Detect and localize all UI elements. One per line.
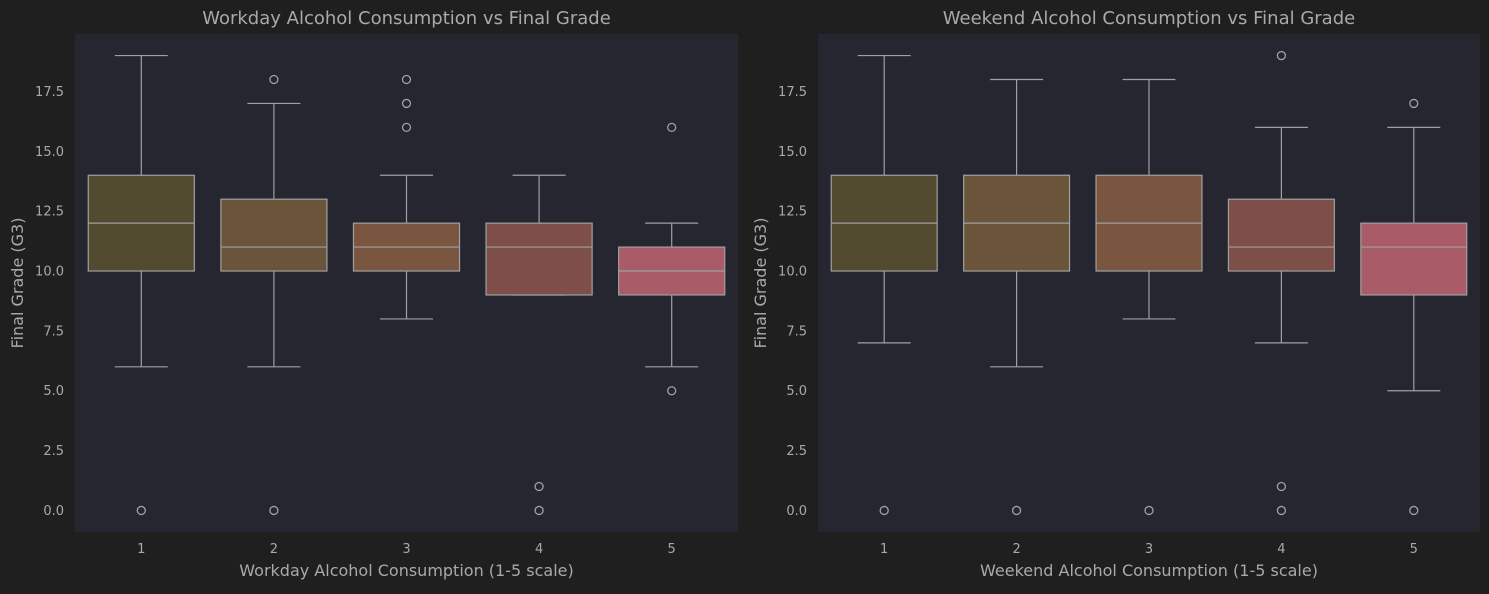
chart-title: Weekend Alcohol Consumption vs Final Gra… xyxy=(943,8,1355,29)
box-1 xyxy=(830,54,938,516)
box-5 xyxy=(618,122,726,396)
chart-panel-1: Workday Alcohol Consumption vs Final Gra… xyxy=(8,8,738,580)
y-tick-label: 10.0 xyxy=(35,265,64,280)
y-tick-label: 5.0 xyxy=(786,384,807,399)
box-4 xyxy=(485,174,593,516)
x-tick-label: 1 xyxy=(880,542,888,557)
x-tick-label: 3 xyxy=(1145,542,1153,557)
y-tick-label: 10.0 xyxy=(778,265,807,280)
x-tick-label: 2 xyxy=(270,542,278,557)
outlier-point xyxy=(1276,505,1287,516)
outlier-point xyxy=(1276,50,1287,61)
y-tick-label: 12.5 xyxy=(778,205,807,220)
box-body xyxy=(485,222,593,296)
y-tick-label: 2.5 xyxy=(786,444,807,459)
y-tick-label: 5.0 xyxy=(43,384,64,399)
x-tick-label: 1 xyxy=(137,542,145,557)
outlier-point xyxy=(1276,481,1287,492)
x-tick-label: 4 xyxy=(1277,542,1285,557)
box-5 xyxy=(1360,98,1468,516)
box-3 xyxy=(352,74,461,320)
box-3 xyxy=(1095,78,1203,516)
x-axis-label: Weekend Alcohol Consumption (1-5 scale) xyxy=(980,561,1318,580)
x-tick-label: 2 xyxy=(1012,542,1020,557)
outlier-point xyxy=(667,386,677,396)
y-axis-label: Final Grade (G3) xyxy=(751,218,770,349)
y-tick-label: 17.5 xyxy=(778,85,807,100)
y-tick-label: 2.5 xyxy=(43,444,64,459)
outlier-point xyxy=(269,74,279,85)
outlier-point xyxy=(534,505,544,516)
y-axis-label: Final Grade (G3) xyxy=(8,218,27,349)
y-tick-label: 7.5 xyxy=(43,324,64,339)
box-body xyxy=(1227,198,1335,272)
outlier-point xyxy=(1011,505,1022,516)
box-4 xyxy=(1227,50,1335,516)
y-tick-label: 7.5 xyxy=(786,324,807,339)
outlier-point xyxy=(879,505,889,516)
x-tick-label: 4 xyxy=(535,542,543,557)
y-tick-label: 12.5 xyxy=(35,205,64,220)
outlier-point xyxy=(667,122,677,133)
box-2 xyxy=(220,74,328,516)
y-tick-label: 0.0 xyxy=(43,504,64,519)
y-tick-label: 15.0 xyxy=(778,145,807,160)
outlier-point xyxy=(269,505,279,516)
outlier-point xyxy=(1409,98,1419,109)
x-tick-label: 5 xyxy=(668,542,676,557)
box-2 xyxy=(963,78,1071,516)
y-tick-label: 15.0 xyxy=(35,145,64,160)
chart-panel-2: Weekend Alcohol Consumption vs Final Gra… xyxy=(751,8,1480,580)
outlier-point xyxy=(1409,505,1419,516)
y-tick-label: 0.0 xyxy=(786,504,807,519)
chart-title: Workday Alcohol Consumption vs Final Gra… xyxy=(202,8,611,29)
x-tick-label: 5 xyxy=(1410,542,1418,557)
outlier-point xyxy=(1144,505,1154,516)
x-axis-label: Workday Alcohol Consumption (1-5 scale) xyxy=(239,561,573,580)
box-body xyxy=(220,198,328,272)
box-body xyxy=(1360,222,1468,296)
outlier-point xyxy=(401,98,412,109)
outlier-point xyxy=(534,481,544,492)
box-1 xyxy=(87,54,195,516)
outlier-point xyxy=(401,74,412,85)
outlier-point xyxy=(401,122,412,133)
outlier-point xyxy=(136,505,146,516)
x-tick-label: 3 xyxy=(402,542,410,557)
y-tick-label: 17.5 xyxy=(35,85,64,100)
